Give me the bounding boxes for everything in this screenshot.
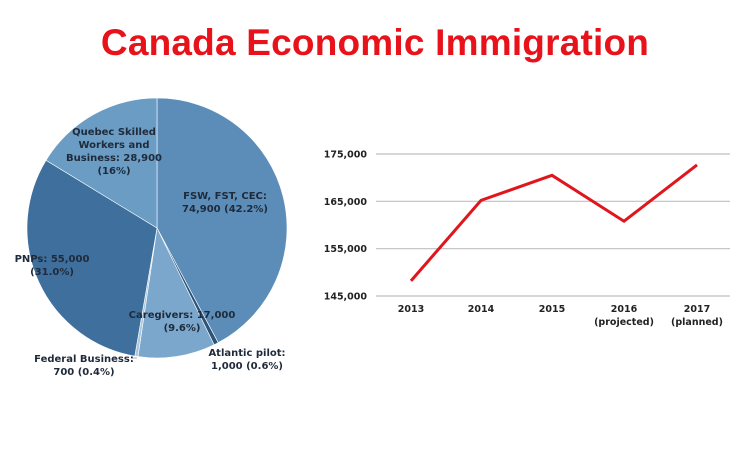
x-tick-label: 2013 [398,304,424,315]
pie-label: Caregivers: 17,000 (9.6%) [129,310,236,334]
x-tick-label: 2014 [468,304,495,315]
x-tick-label: 2015 [539,304,565,315]
pie-slice-fsw-fst-cec [156,97,288,344]
x-tick-label: 2017 (planned) [671,304,723,328]
pie-slice-pnps [26,159,158,357]
pie-label: Federal Business: 700 (0.4%) [34,354,134,378]
y-tick-label: 145,000 [324,292,368,303]
y-tick-label: 155,000 [324,244,368,255]
x-tick-label: 2016 (projected) [594,304,654,328]
line-chart: 145,000 155,000 165,000 175,000 2013 2014 2015… [324,150,730,328]
pie-chart: FSW, FST, CEC: 74,900 (42.2%) Atlantic pil… [15,97,288,378]
pie-slice-quebec-skilled-workers-and-business [45,97,158,229]
line-series [409,163,698,282]
y-tick-label: 175,000 [324,150,368,161]
pie-slice-caregivers [137,226,215,359]
pie-label: Atlantic pilot: 1,000 (0.6%) [208,348,285,372]
pie-label: Quebec Skilled Workers and Business: 28,90… [66,127,162,177]
pie-label: PNPs: 55,000 (31.0%) [15,254,90,278]
pie-label: FSW, FST, CEC: 74,900 (42.2%) [182,191,268,215]
y-tick-label: 165,000 [324,197,368,208]
page-title: Canada Economic Immigration [100,22,650,63]
